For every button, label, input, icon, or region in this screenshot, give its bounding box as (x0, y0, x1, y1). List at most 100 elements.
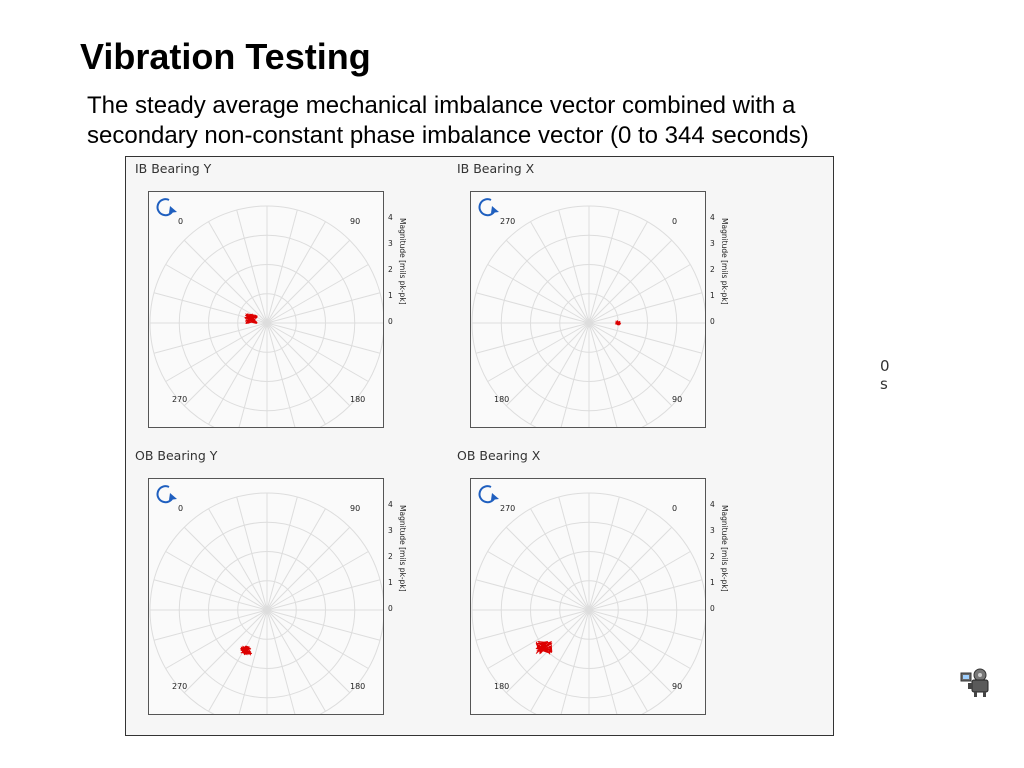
grid-spoke (266, 322, 369, 382)
grid-spoke (208, 221, 268, 324)
panel-title: OB Bearing X (457, 448, 541, 463)
quadrant-label: 0 (178, 217, 184, 226)
grid-spoke (588, 292, 703, 324)
quadrant-label: 90 (672, 682, 683, 691)
radial-tick-label: 3 (710, 238, 715, 248)
vibration-trace (614, 319, 622, 326)
grid-spoke (588, 526, 673, 611)
radial-tick-label: 3 (388, 525, 393, 535)
grid-spoke (588, 322, 703, 354)
radial-tick-label: 4 (710, 212, 715, 222)
grid-spoke (165, 264, 268, 324)
radial-tick-label: 3 (710, 525, 715, 535)
grid-spoke (505, 239, 590, 324)
polar-plot (148, 478, 384, 715)
grid-spoke (165, 551, 268, 611)
rotation-arrow-head (169, 493, 177, 500)
quadrant-label: 180 (350, 682, 366, 691)
grid-spoke (266, 526, 351, 611)
polar-grid (149, 198, 383, 427)
grid-spoke (183, 239, 268, 324)
grid-spoke (505, 526, 590, 611)
grid-spoke (183, 609, 268, 694)
quadrant-label: 0 (672, 217, 678, 226)
quadrant-label: 180 (494, 395, 510, 404)
vibration-trace (239, 645, 253, 656)
grid-spoke (530, 322, 590, 425)
polar-plot (470, 478, 706, 715)
grid-spoke (588, 264, 691, 324)
slide-subtitle: The steady average mechanical imbalance … (87, 92, 809, 149)
grid-spoke (153, 322, 268, 354)
radial-tick-label: 1 (388, 290, 393, 300)
grid-spoke (530, 221, 590, 324)
rotation-arrow-icon (156, 485, 174, 504)
radial-tick-label: 2 (388, 264, 393, 274)
polar-grid (471, 198, 705, 427)
quadrant-label: 270 (500, 504, 516, 513)
grid-spoke (588, 239, 673, 324)
grid-spoke (588, 322, 618, 427)
grid-spoke (475, 579, 590, 611)
grid-spoke (208, 609, 268, 712)
grid-spoke (266, 609, 381, 641)
grid-spoke (266, 609, 351, 694)
grid-spoke (236, 496, 268, 611)
grid-spoke (266, 609, 369, 669)
radial-tick-label: 1 (710, 290, 715, 300)
grid-spoke (266, 609, 296, 714)
quadrant-label: 90 (350, 217, 361, 226)
grid-spoke (588, 609, 673, 694)
grid-spoke (588, 609, 618, 714)
grid-spoke (487, 264, 590, 324)
radial-tick-label: 2 (710, 264, 715, 274)
grid-spoke (266, 322, 351, 407)
rotation-arrow-head (169, 206, 177, 213)
grid-spoke (487, 322, 590, 382)
quadrant-label: 0 (672, 504, 678, 513)
figure-frame: IB Bearing Y 0 90 270 180 0 1 2 3 4 Magnitude [mil… (125, 156, 890, 736)
grid-spoke (588, 508, 648, 611)
radial-tick-label: 0 (710, 317, 715, 326)
radial-tick-label: 0 (710, 604, 715, 613)
grid-spoke (208, 322, 268, 425)
grid-spoke (588, 322, 648, 425)
grid-spoke (153, 609, 268, 641)
grid-spoke (236, 209, 268, 324)
grid-spoke (165, 609, 268, 669)
rotation-arrow-head (491, 493, 499, 500)
grid-spoke (558, 209, 590, 324)
grid-spoke (475, 322, 590, 354)
grid-spoke (475, 609, 590, 641)
rotation-arrow-icon (478, 485, 496, 504)
grid-spoke (238, 322, 268, 427)
grid-spoke (266, 609, 326, 712)
grid-spoke (165, 322, 268, 382)
radial-tick-label: 2 (710, 551, 715, 561)
grid-spoke (266, 496, 298, 611)
radial-tick-label: 2 (388, 551, 393, 561)
grid-spoke (588, 579, 703, 611)
grid-spoke (266, 209, 298, 324)
radial-axis-label: Magnitude [mils pk-pk] (398, 505, 407, 592)
panel-title: OB Bearing Y (135, 448, 218, 463)
grid-spoke (588, 496, 620, 611)
rotation-arrow-icon (156, 198, 174, 217)
grid-spoke (266, 551, 369, 611)
radial-tick-label: 0 (388, 317, 393, 326)
radial-tick-label: 3 (388, 238, 393, 248)
polar-plot (148, 191, 384, 428)
radial-axis-label: Magnitude [mils pk-pk] (720, 218, 729, 305)
polar-grid (149, 485, 383, 714)
rotation-arrow-head (491, 206, 499, 213)
grid-spoke (266, 322, 381, 354)
grid-spoke (153, 579, 268, 611)
film-camera-icon[interactable] (960, 668, 992, 698)
radial-tick-label: 1 (710, 577, 715, 587)
grid-spoke (266, 508, 326, 611)
grid-spoke (266, 239, 351, 324)
vibration-trace (535, 641, 553, 655)
grid-spoke (558, 496, 590, 611)
grid-spoke (530, 508, 590, 611)
grid-spoke (560, 322, 590, 427)
